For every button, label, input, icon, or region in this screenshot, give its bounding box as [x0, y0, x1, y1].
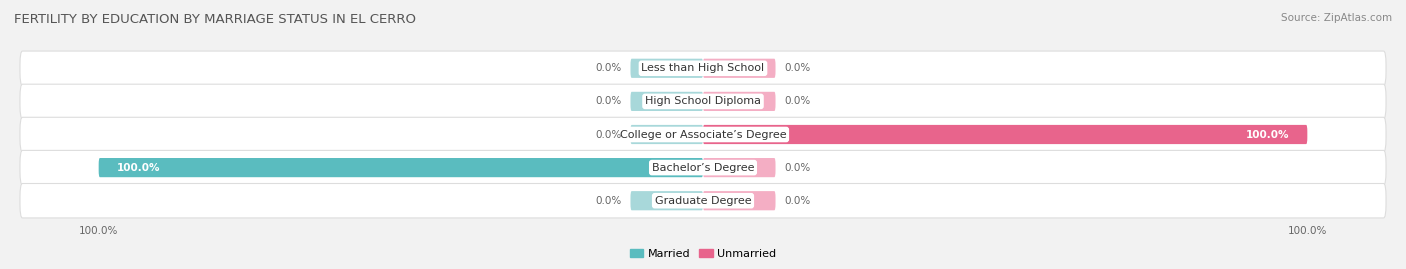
Legend: Married, Unmarried: Married, Unmarried [626, 244, 780, 263]
FancyBboxPatch shape [20, 183, 1386, 218]
FancyBboxPatch shape [20, 117, 1386, 152]
Text: High School Diploma: High School Diploma [645, 96, 761, 107]
FancyBboxPatch shape [630, 191, 703, 210]
FancyBboxPatch shape [20, 84, 1386, 119]
Text: Less than High School: Less than High School [641, 63, 765, 73]
FancyBboxPatch shape [703, 92, 776, 111]
FancyBboxPatch shape [703, 158, 776, 177]
Text: 0.0%: 0.0% [785, 96, 811, 107]
Text: 0.0%: 0.0% [595, 63, 621, 73]
Text: 0.0%: 0.0% [785, 196, 811, 206]
FancyBboxPatch shape [20, 51, 1386, 86]
Text: 100.0%: 100.0% [1246, 129, 1289, 140]
Text: College or Associate’s Degree: College or Associate’s Degree [620, 129, 786, 140]
FancyBboxPatch shape [630, 92, 703, 111]
Text: 0.0%: 0.0% [595, 129, 621, 140]
Text: 0.0%: 0.0% [785, 162, 811, 173]
Text: Graduate Degree: Graduate Degree [655, 196, 751, 206]
FancyBboxPatch shape [703, 59, 776, 78]
Text: FERTILITY BY EDUCATION BY MARRIAGE STATUS IN EL CERRO: FERTILITY BY EDUCATION BY MARRIAGE STATU… [14, 13, 416, 26]
FancyBboxPatch shape [20, 150, 1386, 185]
Text: 0.0%: 0.0% [785, 63, 811, 73]
FancyBboxPatch shape [630, 125, 703, 144]
FancyBboxPatch shape [703, 125, 1308, 144]
Text: 0.0%: 0.0% [595, 196, 621, 206]
FancyBboxPatch shape [98, 158, 703, 177]
FancyBboxPatch shape [630, 59, 703, 78]
Text: Source: ZipAtlas.com: Source: ZipAtlas.com [1281, 13, 1392, 23]
Text: 100.0%: 100.0% [117, 162, 160, 173]
Text: Bachelor’s Degree: Bachelor’s Degree [652, 162, 754, 173]
FancyBboxPatch shape [703, 191, 776, 210]
Text: 0.0%: 0.0% [595, 96, 621, 107]
